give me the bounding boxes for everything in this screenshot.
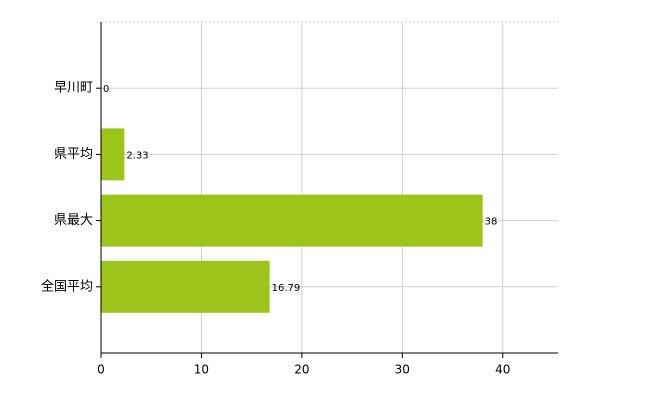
x-tick-label: 30 (395, 363, 410, 377)
x-tick-label: 0 (97, 363, 105, 377)
data-label: 16.79 (272, 283, 301, 294)
x-tick-label: 40 (495, 363, 510, 377)
y-tick-label: 県最大 (54, 213, 93, 228)
data-label: 0 (103, 84, 109, 95)
x-tick-label: 10 (194, 363, 209, 377)
bar (101, 128, 125, 181)
bar (101, 260, 270, 313)
data-label: 2.33 (126, 150, 148, 161)
x-tick-label: 20 (294, 363, 309, 377)
y-tick-label: 早川町 (54, 81, 93, 96)
y-tick-label: 県平均 (54, 147, 93, 162)
y-tick-label: 全国平均 (41, 278, 93, 294)
data-label: 38 (485, 217, 498, 228)
bar (101, 194, 483, 247)
